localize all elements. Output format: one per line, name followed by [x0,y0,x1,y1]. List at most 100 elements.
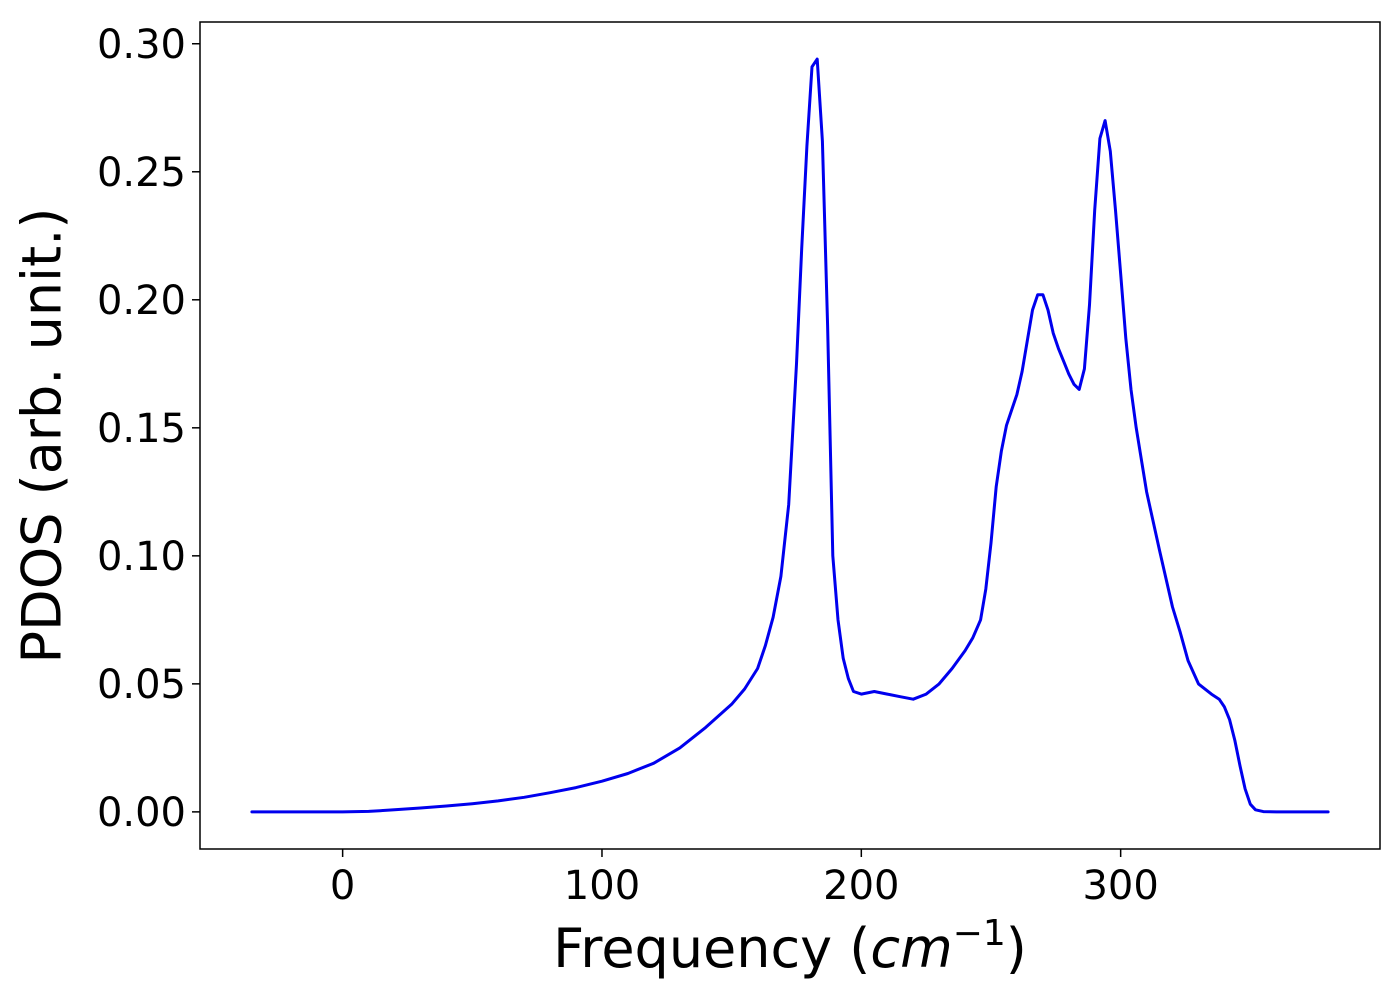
x-tick-label: 300 [1082,863,1158,909]
data-point [1094,209,1096,211]
data-point [1249,803,1251,805]
data-point [731,703,733,705]
data-point [1109,150,1111,152]
data-point [523,796,525,798]
data-point [1254,809,1257,811]
data-point [1125,337,1127,339]
data-point [1262,811,1264,813]
data-point [1005,424,1008,426]
data-point [795,363,798,365]
y-tick-label: 0.10 [97,534,186,580]
data-point [601,780,603,782]
data-point [1171,606,1174,608]
data-point [816,58,818,60]
data-point [811,66,813,68]
data-point [951,667,953,670]
data-point [757,667,759,670]
data-point [990,542,992,544]
x-tick-label: 200 [823,863,899,909]
data-point [780,575,782,577]
data-point [847,678,850,680]
y-axis-ticks: 0.00 0.05 0.10 0.15 0.20 0.25 0.30 [97,22,200,836]
data-point [1078,388,1080,390]
data-point [832,555,834,557]
x-axis-label-exponent: −1 [953,913,1006,954]
x-axis-label-prefix: Frequency ( [553,917,870,980]
data-point [1223,706,1225,708]
data-point [1130,388,1132,390]
data-point [575,787,577,789]
x-axis-ticks: 0 100 200 300 [330,849,1159,909]
data-point [744,688,746,690]
data-point [419,807,421,809]
data-point [821,140,824,142]
x-axis-label-suffix: ) [1006,917,1027,980]
data-point [1120,273,1122,275]
data-point [1114,209,1117,211]
data-point [1021,370,1023,373]
data-point [1026,340,1028,342]
x-axis-label: Frequency (cm−1) [553,913,1027,980]
x-tick-label: 0 [330,863,355,909]
data-point [827,324,829,326]
data-point [1159,550,1161,552]
data-point [497,800,499,802]
data-point [1083,368,1085,370]
data-point [980,619,982,621]
data-point [995,486,997,488]
data-point [445,805,447,807]
data-point [1099,137,1101,140]
data-point [1037,294,1039,296]
data-point [1244,788,1246,790]
data-point [1275,811,1277,813]
data-point [1000,450,1003,452]
data-point [1327,811,1329,813]
y-axis-label: PDOS (arb. unit.) [11,208,74,664]
data-point [985,588,987,590]
data-point [1135,427,1137,429]
pdos-series-points [251,58,1329,813]
y-tick-label: 0.00 [97,790,186,836]
data-point [1042,294,1044,296]
data-point [1234,739,1236,741]
data-point [873,690,875,693]
y-tick-label: 0.30 [97,22,186,68]
data-point [627,772,629,775]
data-point [1052,332,1054,334]
data-point [1179,632,1181,634]
data-point [1210,693,1212,695]
data-point [1187,660,1189,662]
plot-frame [199,21,1381,850]
data-point [972,637,974,639]
data-point [852,690,855,693]
data-point [1047,309,1049,311]
data-point [1063,360,1065,362]
x-axis-label-unit: cm [870,917,952,980]
data-point [705,726,707,729]
data-point [653,762,655,764]
data-point [1073,383,1075,385]
data-point [964,650,966,652]
data-point [1104,120,1106,122]
data-point [886,693,888,695]
data-point [788,504,790,506]
x-tick-label: 100 [564,863,640,909]
data-point [938,683,940,685]
data-point [806,145,808,147]
data-point [251,811,253,813]
data-point [860,693,862,695]
data-point [764,644,767,647]
y-tick-label: 0.20 [97,278,186,324]
data-point [471,803,473,805]
y-tick-label: 0.15 [97,406,186,452]
data-point [1239,765,1241,767]
data-point [1011,409,1013,411]
data-point [393,809,396,811]
data-point [1146,491,1148,493]
data-point [837,619,839,621]
data-point [912,698,914,700]
data-point [842,657,844,659]
data-point [1031,309,1034,311]
